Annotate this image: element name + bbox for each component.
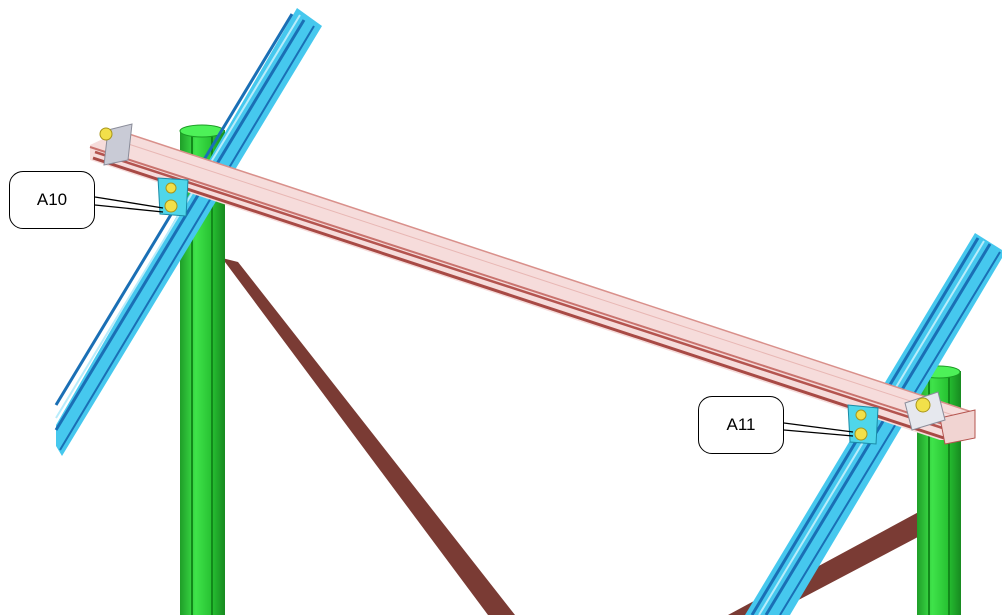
callout-a11-label: A11 (726, 415, 756, 434)
leader-line-a11 (783, 429, 854, 437)
callout-a10-label: A10 (36, 190, 68, 209)
callout-a11: A11 (698, 396, 784, 454)
leader-line-a11-upper (783, 422, 854, 433)
end-clamp-right (904, 391, 946, 431)
leader-line-a10-upper (94, 196, 164, 209)
leader-line-a10 (94, 204, 164, 213)
cross-brace-left (222, 258, 515, 615)
top-beam (89, 130, 976, 445)
bracket-a11 (847, 404, 879, 445)
bracket-a10 (157, 177, 189, 217)
callout-a10: A10 (9, 171, 95, 229)
end-clamp-left (99, 123, 133, 166)
